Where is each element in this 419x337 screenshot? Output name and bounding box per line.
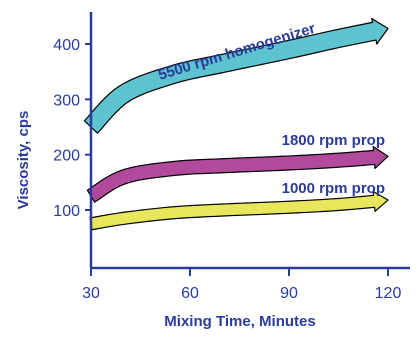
y-tick-label: 200 — [53, 148, 80, 165]
tick-layer: 100 200 300 400 30 60 90 120 — [53, 37, 401, 302]
x-axis-title: Mixing Time, Minutes — [164, 313, 315, 330]
y-tick-label: 300 — [53, 92, 80, 109]
series-arrow-5500-rpm-homogenizer — [83, 17, 389, 134]
axis-layer — [89, 12, 410, 270]
series-arrow-1000-rpm-prop — [89, 190, 389, 231]
series-label: 1800 rpm prop — [282, 132, 385, 149]
x-tick-label: 30 — [82, 285, 100, 302]
y-axis-title: Viscosity, cps — [15, 111, 32, 210]
series-layer — [83, 17, 389, 231]
y-tick-label: 100 — [53, 203, 80, 220]
x-tick-label: 90 — [280, 285, 298, 302]
series-label: 1000 rpm prop — [282, 180, 385, 197]
x-tick-label: 120 — [375, 285, 402, 302]
x-tick-label: 60 — [181, 285, 199, 302]
y-tick-label: 400 — [53, 37, 80, 54]
series-arrow-1800-rpm-prop — [86, 145, 389, 203]
